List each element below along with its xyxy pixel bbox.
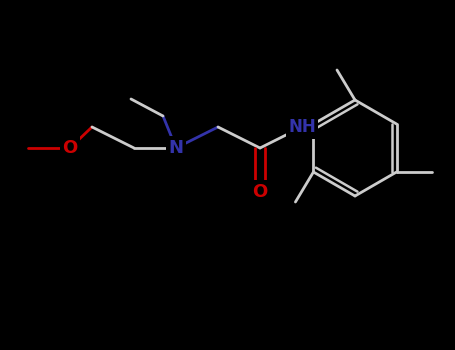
Text: NH: NH [288, 118, 316, 136]
Text: N: N [168, 139, 183, 157]
Text: O: O [253, 183, 268, 201]
Text: O: O [62, 139, 78, 157]
